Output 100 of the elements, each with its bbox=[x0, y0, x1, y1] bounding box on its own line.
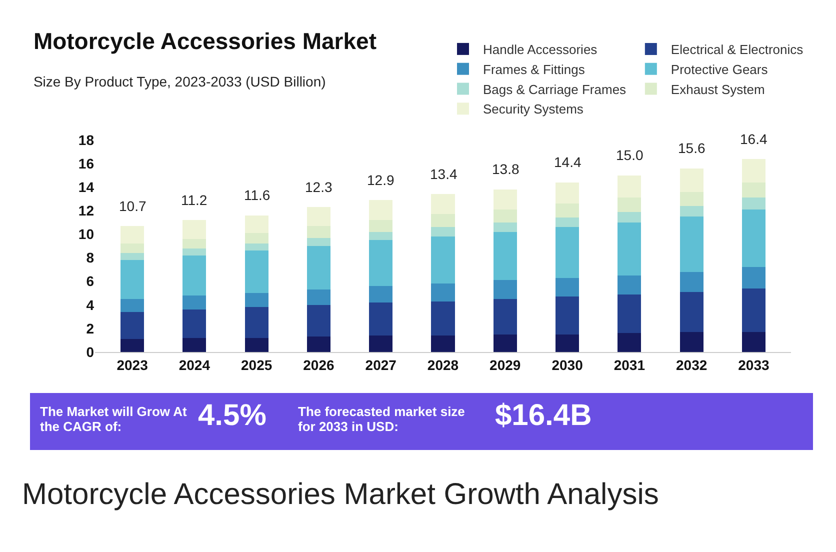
x-tick-label: 2032 bbox=[676, 356, 708, 373]
bar bbox=[369, 336, 393, 352]
x-tick-label: 2023 bbox=[116, 356, 148, 373]
total-label: 10.7 bbox=[119, 198, 146, 214]
bar bbox=[431, 336, 455, 352]
chart-subtitle: Size By Product Type, 2023-2033 (USD Billion) bbox=[33, 73, 326, 90]
y-tick-label: 0 bbox=[86, 344, 94, 360]
bar bbox=[182, 255, 206, 296]
total-label: 13.4 bbox=[430, 166, 458, 182]
bar bbox=[120, 299, 144, 312]
bar bbox=[680, 206, 704, 217]
y-tick-label: 14 bbox=[78, 179, 94, 196]
bar bbox=[306, 226, 331, 238]
bar bbox=[618, 222, 642, 276]
bar bbox=[120, 312, 144, 340]
bar bbox=[555, 278, 580, 297]
bar bbox=[555, 227, 580, 278]
y-tick-label: 2 bbox=[86, 320, 94, 336]
bar bbox=[369, 286, 393, 303]
legend-label: Security Systems bbox=[483, 102, 584, 117]
bar bbox=[182, 248, 206, 256]
bar bbox=[680, 292, 704, 332]
bar bbox=[369, 302, 393, 336]
bar bbox=[120, 226, 144, 244]
x-tick-label: 2029 bbox=[490, 356, 521, 373]
bar bbox=[680, 332, 704, 352]
x-tick-label: 2024 bbox=[178, 356, 210, 373]
bar bbox=[680, 272, 704, 292]
bar bbox=[431, 227, 455, 237]
bar bbox=[618, 294, 642, 334]
y-tick-label: 16 bbox=[78, 155, 94, 172]
x-tick-label: 2028 bbox=[427, 356, 459, 373]
bar bbox=[742, 209, 766, 268]
bar bbox=[369, 232, 393, 240]
legend-label: Exhaust System bbox=[670, 82, 765, 97]
bar bbox=[182, 220, 206, 239]
bar bbox=[306, 304, 331, 337]
bar bbox=[120, 244, 144, 254]
y-tick-label: 10 bbox=[78, 226, 94, 242]
bar bbox=[618, 333, 642, 352]
bar bbox=[369, 220, 393, 232]
bar bbox=[493, 222, 517, 232]
bar bbox=[742, 198, 766, 210]
total-label: 15.6 bbox=[678, 140, 706, 156]
x-tick-label: 2026 bbox=[303, 356, 334, 373]
x-tick-label: 2033 bbox=[738, 356, 770, 373]
total-label: 13.8 bbox=[492, 161, 520, 177]
bar bbox=[182, 238, 206, 248]
total-label: 11.2 bbox=[181, 192, 208, 208]
bar bbox=[742, 158, 766, 182]
bar bbox=[742, 288, 766, 332]
legend-label: Bags & Carriage Frames bbox=[483, 82, 627, 97]
bar bbox=[431, 284, 455, 302]
bar bbox=[555, 204, 580, 218]
bar bbox=[182, 295, 206, 310]
bar bbox=[493, 280, 517, 299]
bar bbox=[555, 218, 580, 228]
y-tick-label: 6 bbox=[86, 273, 94, 290]
bar bbox=[244, 307, 268, 338]
bar bbox=[306, 207, 331, 226]
bar bbox=[431, 214, 455, 228]
bar bbox=[680, 216, 704, 272]
bar bbox=[493, 209, 517, 222]
bar bbox=[306, 238, 331, 246]
bar bbox=[120, 260, 144, 299]
legend-label: Protective Gears bbox=[670, 62, 768, 77]
y-tick-label: 12 bbox=[78, 202, 94, 219]
chart-title: Motorcycle Accessories Market bbox=[33, 28, 377, 54]
bar bbox=[680, 168, 704, 192]
text: Motorcycle Accessories Market Growth Analysis bbox=[22, 478, 659, 512]
bar bbox=[493, 189, 517, 210]
bar bbox=[618, 198, 642, 212]
bar bbox=[306, 336, 331, 352]
y-tick-label: 18 bbox=[78, 132, 94, 148]
total-label: 15.0 bbox=[616, 147, 644, 163]
total-label: 11.6 bbox=[244, 187, 270, 203]
x-tick-label: 2031 bbox=[614, 356, 646, 373]
bar bbox=[182, 310, 206, 338]
x-tick-label: 2025 bbox=[240, 356, 272, 373]
bar bbox=[369, 240, 393, 286]
bar bbox=[244, 338, 268, 352]
bar bbox=[182, 338, 206, 352]
bar bbox=[431, 194, 455, 214]
total-label: 16.4 bbox=[740, 131, 768, 147]
legend-label: Frames & Fittings bbox=[483, 62, 586, 77]
bar bbox=[742, 332, 766, 352]
total-label: 14.4 bbox=[554, 154, 582, 170]
total-label: 12.3 bbox=[305, 179, 332, 195]
legend-label: Handle Accessories bbox=[483, 42, 598, 58]
bar bbox=[742, 267, 766, 288]
bar bbox=[493, 232, 517, 280]
bar bbox=[555, 182, 580, 204]
bar bbox=[618, 212, 642, 222]
bar bbox=[120, 253, 144, 260]
bar bbox=[244, 293, 268, 308]
bar bbox=[244, 233, 268, 244]
bar bbox=[244, 244, 268, 251]
bar bbox=[493, 334, 517, 352]
legend-label: Electrical & Electronics bbox=[670, 42, 804, 58]
x-tick-label: 2027 bbox=[365, 356, 397, 373]
